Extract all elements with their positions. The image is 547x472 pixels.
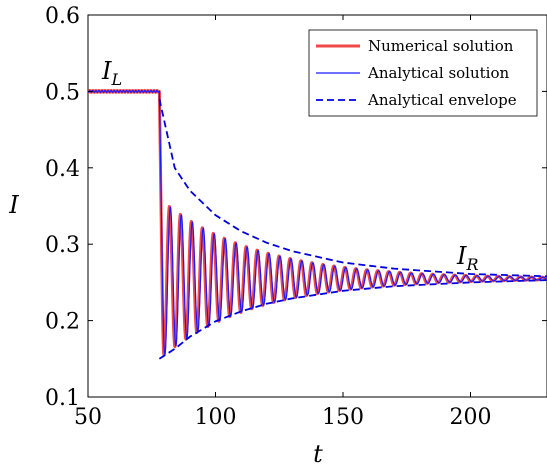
y-tick-label: 0.5 [45,80,80,105]
annotation-i-l: IL [101,57,122,89]
y-axis: 0.1 0.2 0.3 0.4 0.5 0.6 [45,4,547,411]
series-numerical-solution [88,88,547,357]
legend-label-analytical: Analytical solution [367,64,509,82]
x-tick-label: 100 [195,405,237,430]
series-envelope-upper [158,98,547,278]
data-layer [88,88,547,360]
plot-frame [87,14,547,398]
annotation-i-l-base: I [101,57,112,85]
series-envelope-lower [158,279,547,360]
x-axis-label: t [313,440,323,468]
y-axis-label: I [8,191,19,219]
x-axis: 50 100 150 200 [74,15,492,430]
y-tick-label: 0.2 [45,310,80,335]
x-tick-label: 50 [74,405,102,430]
series-analytical-solution [88,89,547,355]
annotation-i-r: IR [456,242,479,274]
annotation-i-l-sub: L [110,70,122,89]
annotation-i-r-sub: R [465,255,478,274]
x-tick-label: 200 [450,405,492,430]
x-tick-label: 150 [322,405,364,430]
legend-label-numerical: Numerical solution [368,37,514,55]
legend-label-envelope: Analytical envelope [367,91,517,109]
y-tick-label: 0.1 [45,386,80,411]
annotation-i-r-base: I [456,242,467,270]
y-tick-label: 0.4 [45,157,80,182]
y-tick-label: 0.6 [45,4,80,29]
legend: Numerical solution Analytical solution A… [308,29,538,117]
y-tick-label: 0.3 [45,233,80,258]
